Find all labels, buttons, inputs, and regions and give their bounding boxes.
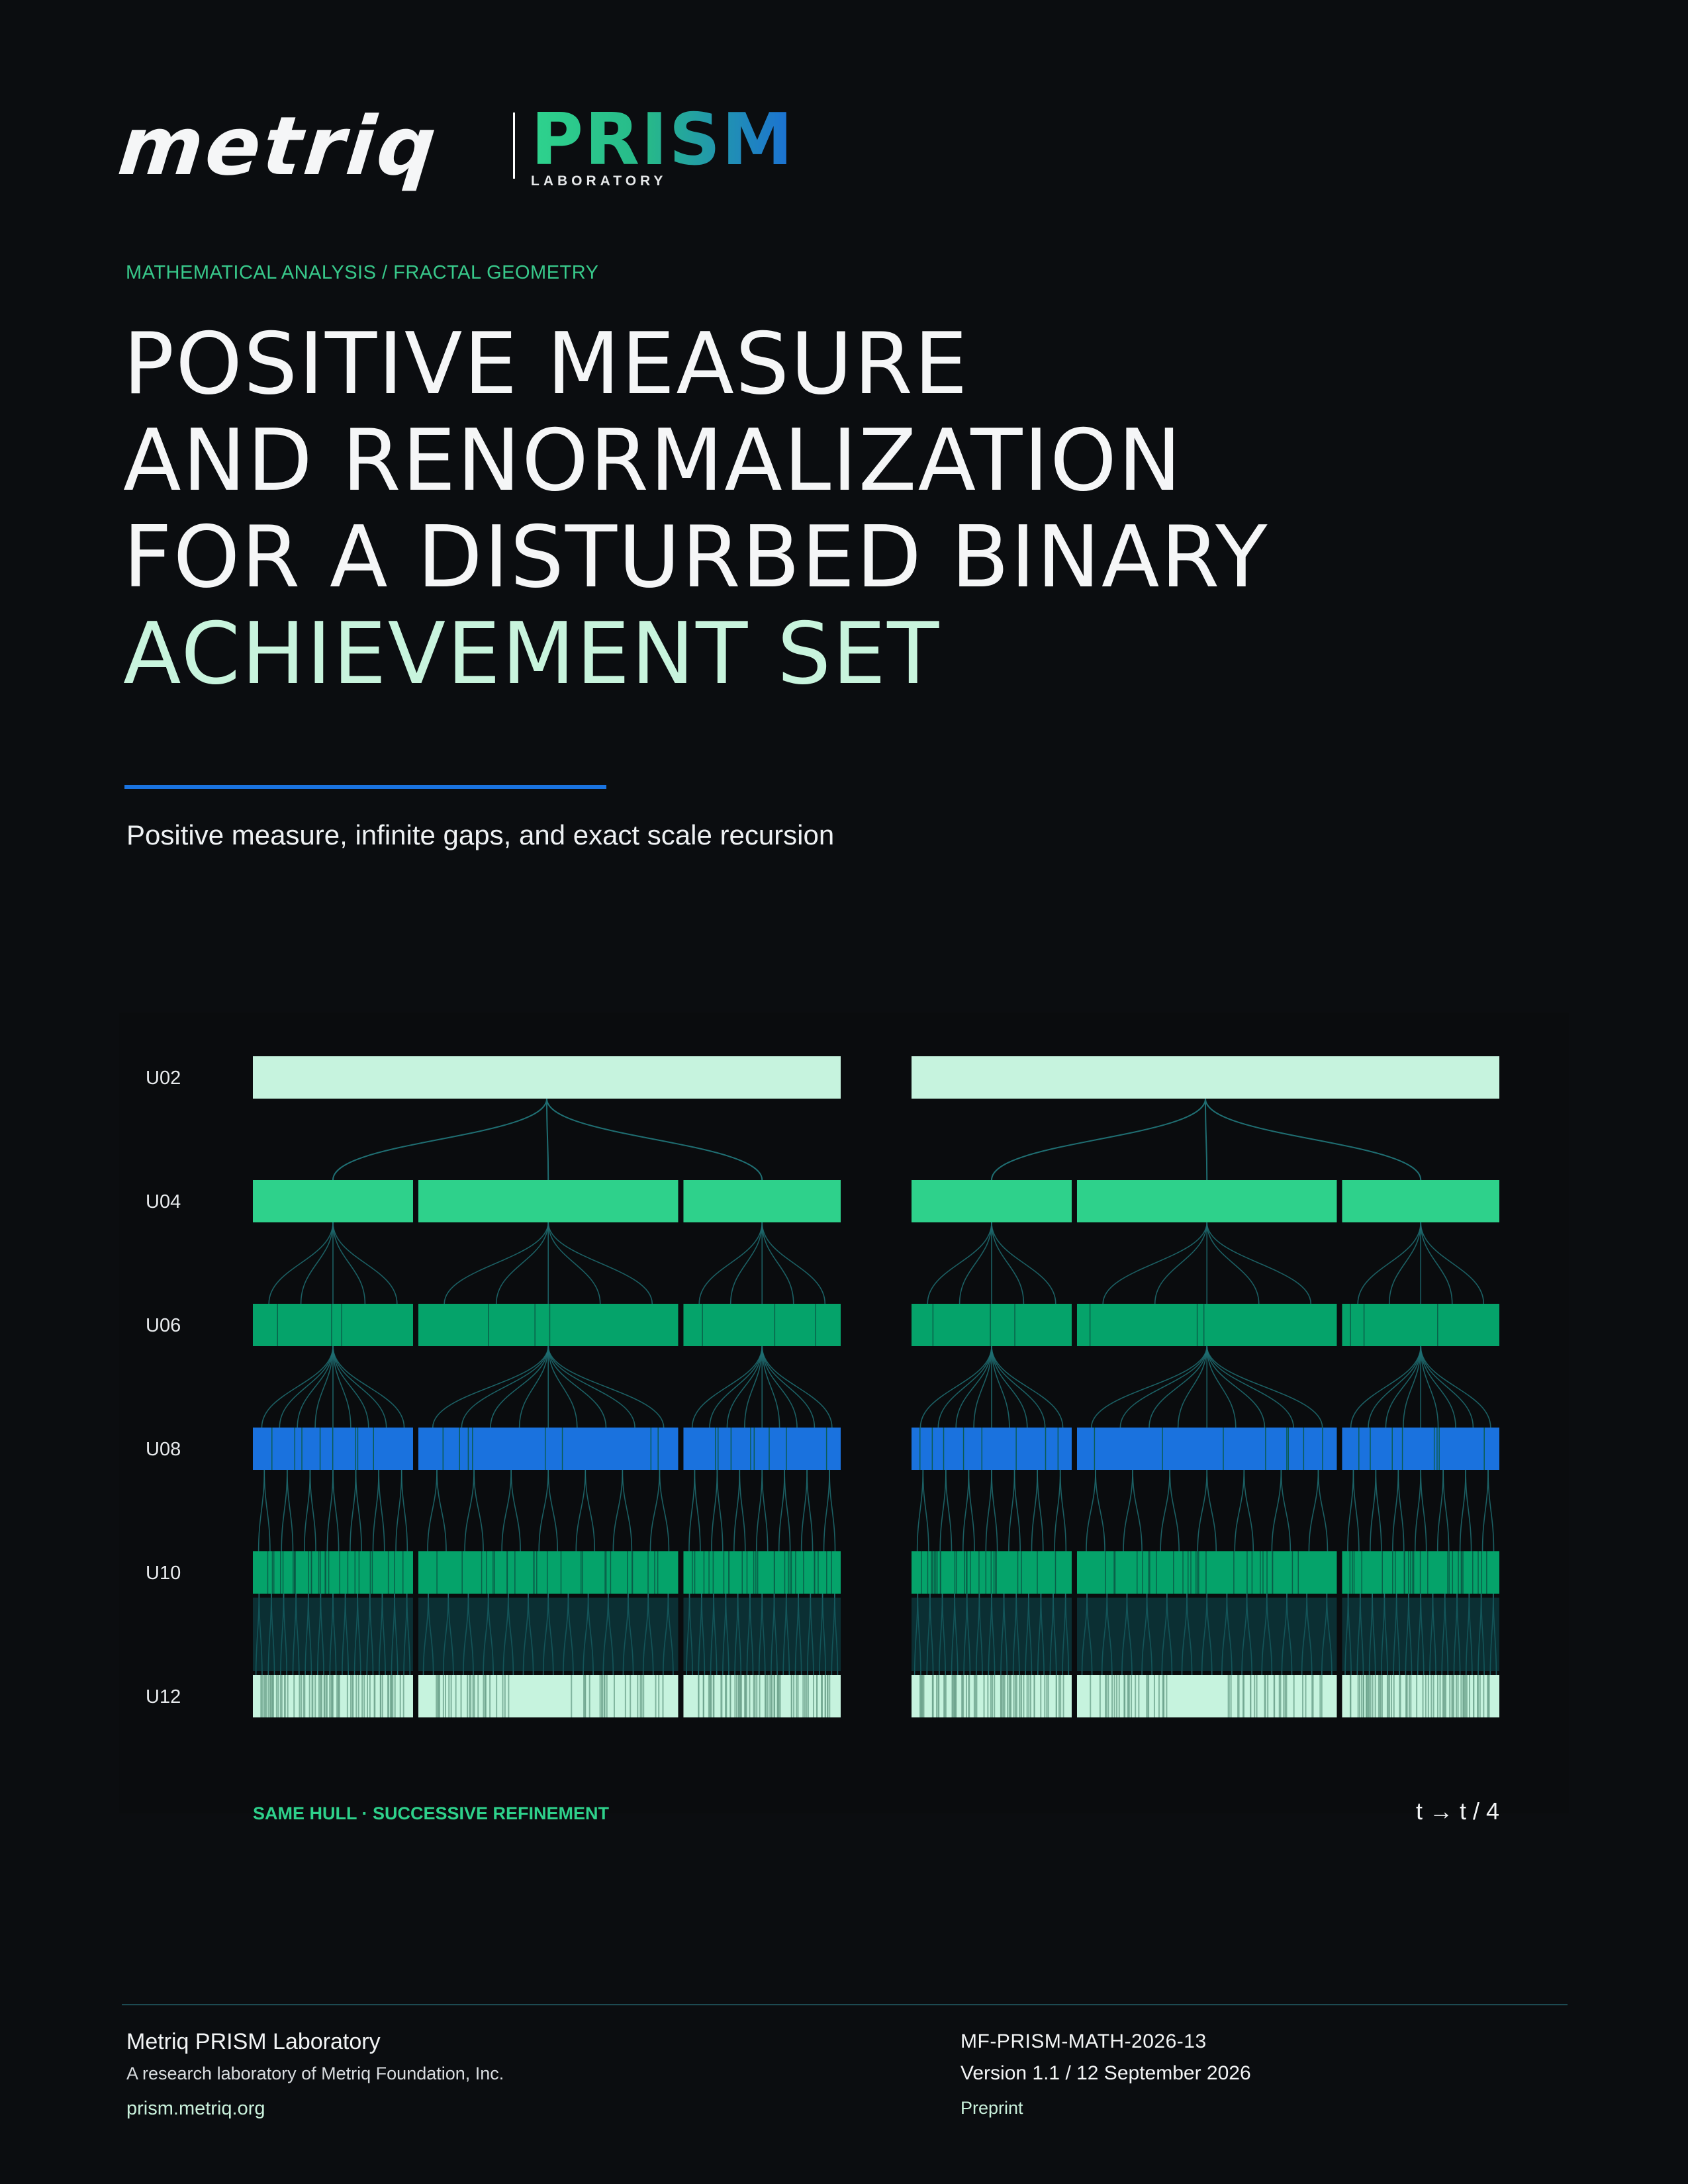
title-underline [124, 785, 606, 789]
title-line-1: POSITIVE MEASURE [123, 315, 969, 414]
footer-org: Metriq PRISM Laboratory [126, 2029, 381, 2054]
prism-laboratory-label: LABORATORY [531, 173, 667, 189]
metriq-logo: metriq [114, 99, 443, 193]
footer-divider [122, 2004, 1568, 2005]
title-line-3: FOR A DISTURBED BINARY [123, 508, 1269, 607]
logo-divider [513, 113, 515, 179]
page-title: POSITIVE MEASURE AND RENORMALIZATION FOR… [123, 316, 1513, 703]
brand-header: metriq PRISM LABORATORY [115, 99, 821, 193]
footer-version: Version 1.1 / 12 September 2026 [961, 2062, 1251, 2084]
footer-url[interactable]: prism.metriq.org [126, 2098, 265, 2119]
prism-logo: PRISM [531, 99, 794, 181]
subtitle: Positive measure, infinite gaps, and exa… [126, 819, 835, 850]
footer-status: Preprint [961, 2098, 1023, 2118]
category-eyebrow: MATHEMATICAL ANALYSIS / FRACTAL GEOMETRY [126, 262, 599, 283]
figure-panel [119, 1013, 1569, 1813]
title-line-4: ACHIEVEMENT SET [123, 605, 941, 704]
title-line-2: AND RENORMALIZATION [123, 412, 1183, 510]
footer-doc-id: MF-PRISM-MATH-2026-13 [961, 2030, 1207, 2052]
footer-org-description: A research laboratory of Metriq Foundati… [126, 2064, 504, 2083]
